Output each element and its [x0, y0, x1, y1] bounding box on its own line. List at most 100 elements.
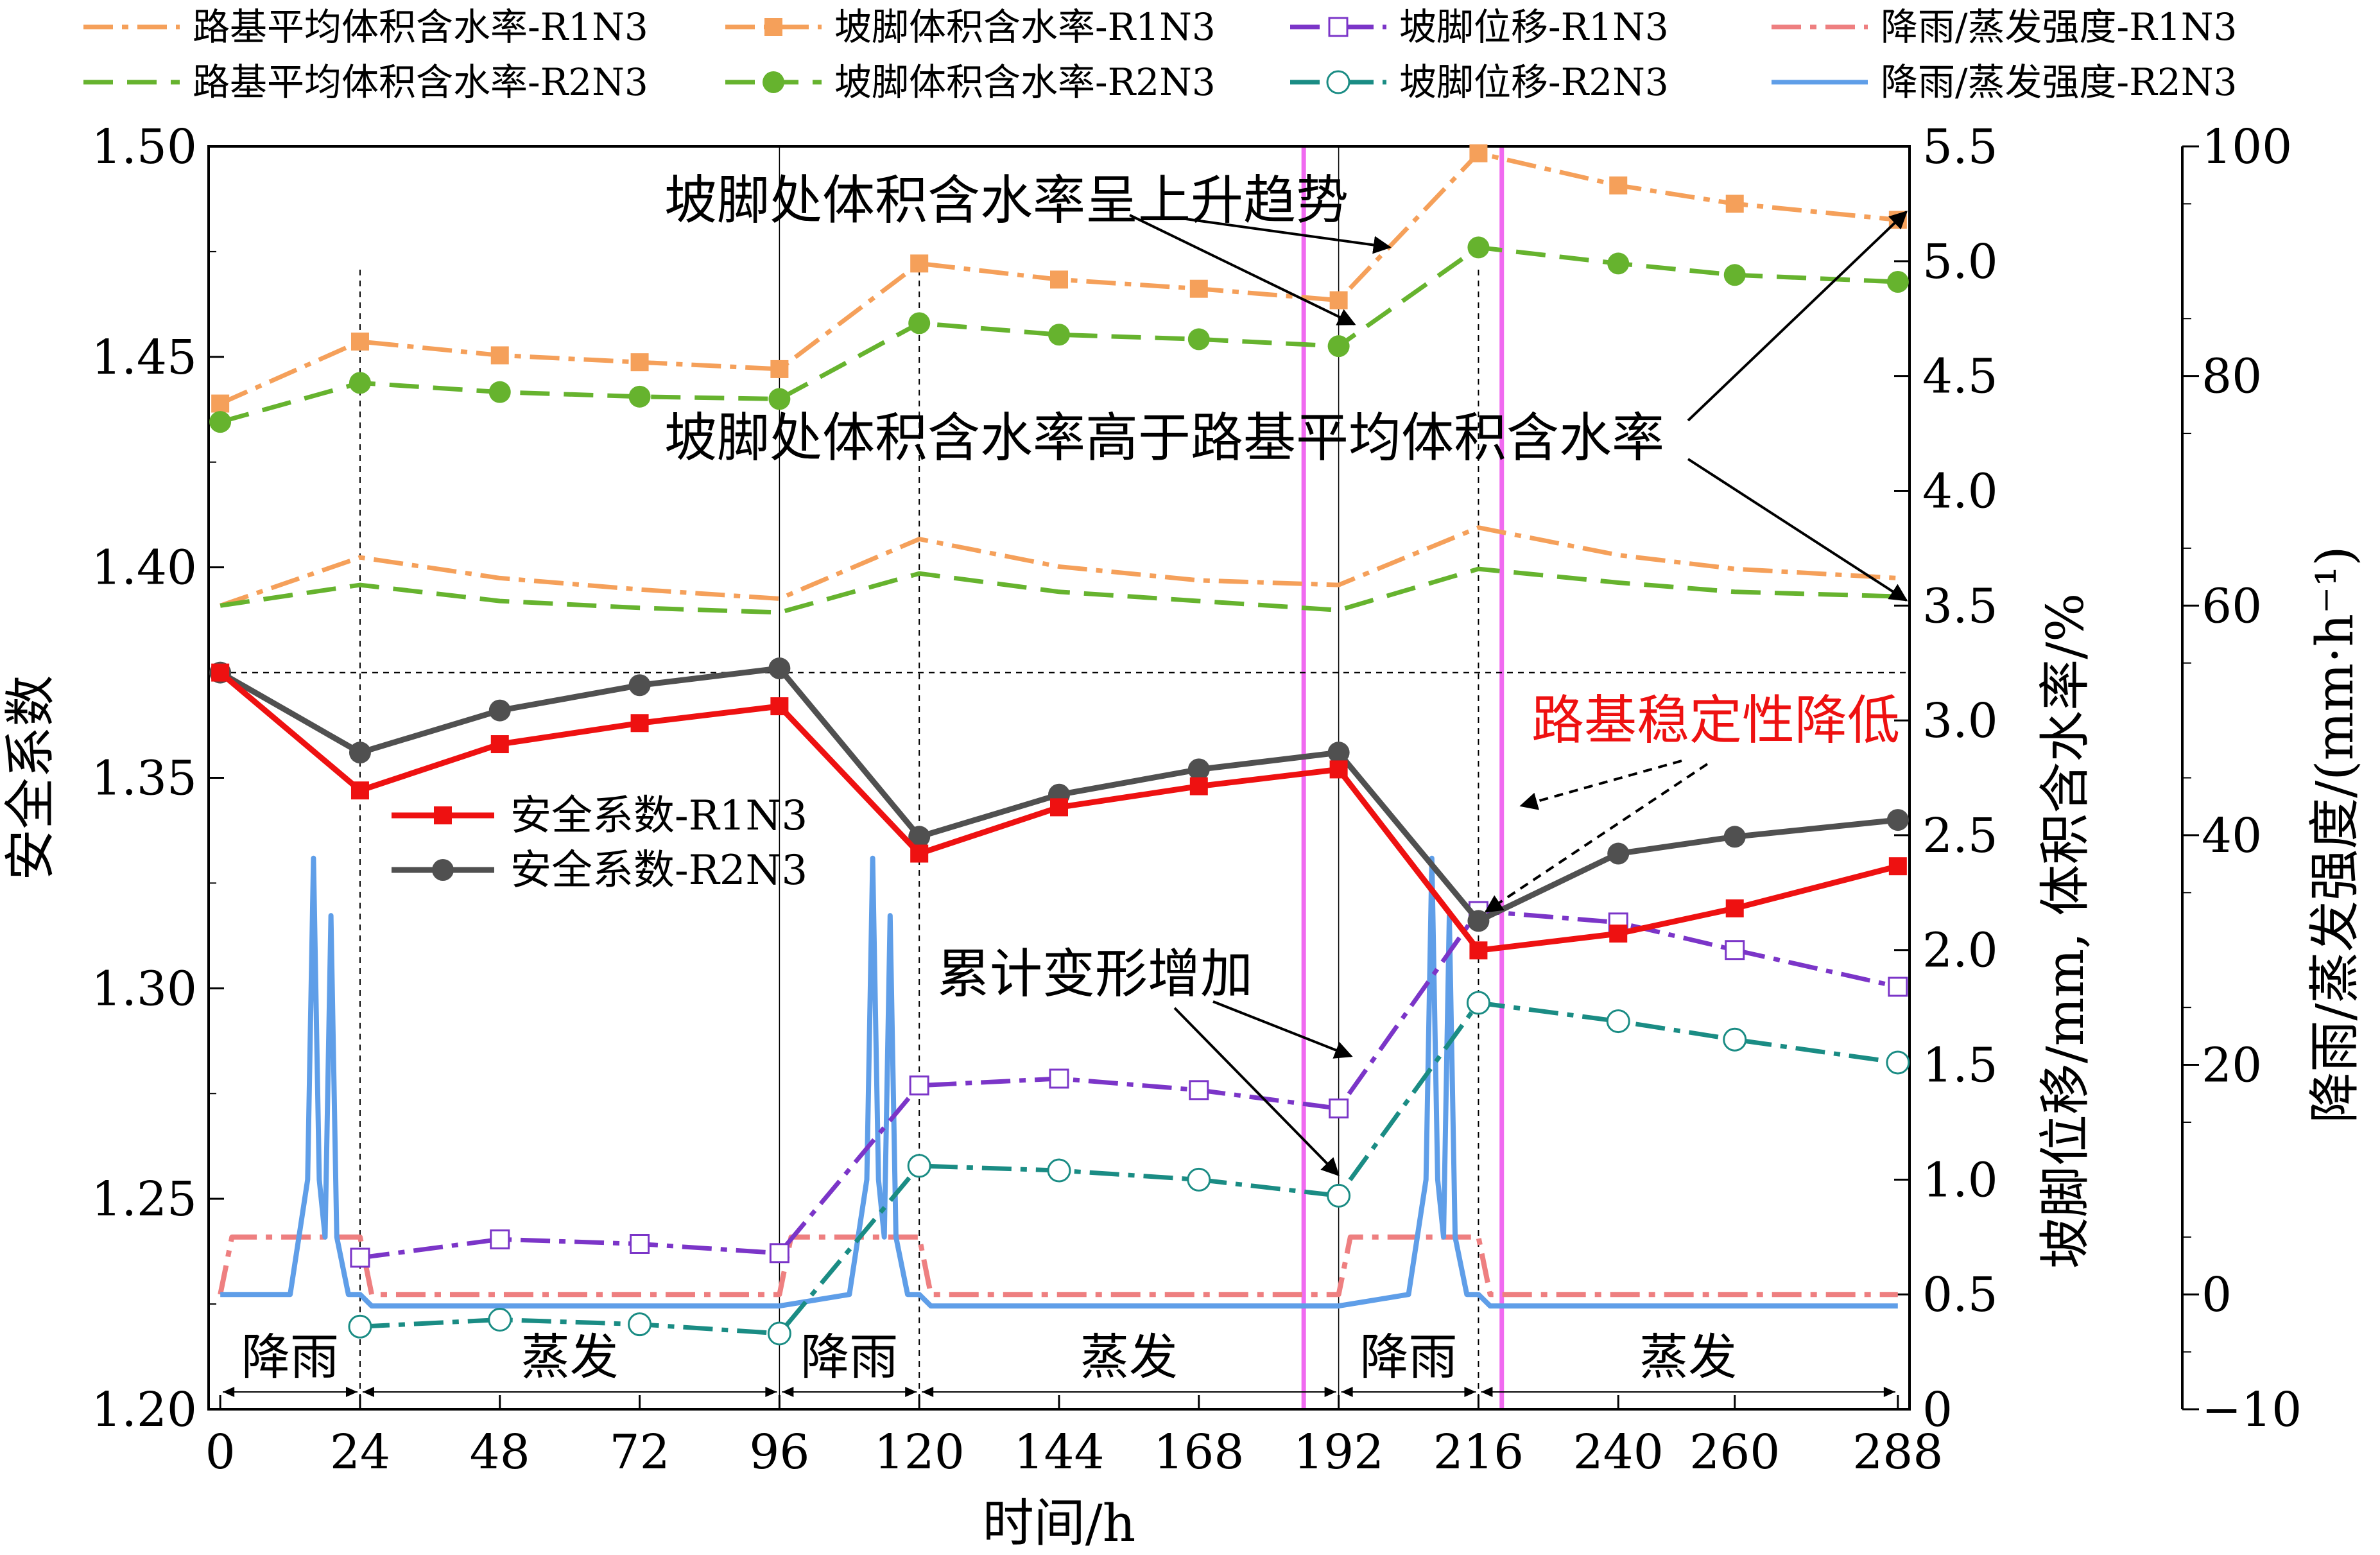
- data-point-open-circle: [1886, 1050, 1910, 1075]
- y-right1-tick-label: 1.5: [1922, 1038, 1998, 1093]
- phase-arrow-right: [905, 1387, 917, 1397]
- data-point-circle: [1048, 324, 1070, 346]
- data-point-square: [630, 714, 649, 733]
- phase-label: 蒸发: [1080, 1328, 1178, 1386]
- data-point-square: [1189, 777, 1208, 795]
- series-0: [220, 525, 1898, 608]
- series-line: [359, 1000, 1899, 1336]
- x-tick-label: 192: [1293, 1425, 1384, 1480]
- phase-arrow-right: [1324, 1387, 1336, 1397]
- y-right1-tick-label: 2.5: [1922, 808, 1998, 864]
- data-point-open-circle: [1327, 1183, 1351, 1208]
- phase-3: 蒸发: [922, 1328, 1336, 1397]
- data-point-square: [1469, 144, 1488, 162]
- chart-legend: 路基平均体积含水率-R1N3 坡脚体积含水率-R1N3 坡脚位移-R1N3 降雨/蒸发…: [83, 5, 2237, 894]
- annotation-arrow-dashed: [1484, 763, 1709, 913]
- annotation-arrow: [1687, 458, 1908, 602]
- legend-label: 路基平均体积含水率-R1N3: [193, 5, 648, 49]
- data-point-circle: [1327, 335, 1350, 358]
- data-point-square: [1725, 195, 1744, 213]
- y-right2-tick-label: −10: [2202, 1382, 2302, 1438]
- x-tick-label: 240: [1573, 1425, 1664, 1480]
- x-tick-label: 144: [1013, 1425, 1104, 1480]
- phase-label: 蒸发: [1639, 1328, 1737, 1386]
- phase-arrow-right: [765, 1387, 777, 1397]
- phase-arrow-left: [362, 1387, 374, 1397]
- phase-arrow-right: [345, 1387, 358, 1397]
- data-point-circle: [349, 742, 371, 764]
- data-point-open-circle: [1187, 1167, 1211, 1192]
- legend-item-fos: 安全系数-R1N3: [392, 792, 807, 840]
- series-line: [220, 855, 1898, 1309]
- phase-4: 降雨: [1341, 1328, 1476, 1397]
- data-point-circle: [1607, 842, 1630, 865]
- y-right1-axis-title: 坡脚位移/mm, 体积含水率/%: [2035, 593, 2095, 1269]
- annotation-water-content-rising: 坡脚处体积含水率呈上升趋势: [664, 170, 1349, 231]
- data-point-square: [1329, 760, 1348, 779]
- data-point-square: [1189, 279, 1208, 298]
- legend-label: 坡脚位移-R1N3: [1399, 5, 1669, 49]
- data-point-circle: [209, 411, 232, 433]
- data-point-square: [1888, 857, 1907, 876]
- data-point-square: [1725, 899, 1744, 917]
- legend-label: 降雨/蒸发强度-R1N3: [1881, 5, 2237, 49]
- annotation-arrow: [1180, 217, 1392, 254]
- x-tick-label: 260: [1689, 1425, 1780, 1480]
- y-right2-tick-label: 40: [2202, 808, 2262, 864]
- data-point-circle: [1187, 328, 1210, 351]
- y-left-tick-label: 1.20: [91, 1382, 197, 1438]
- series-4: [220, 566, 1898, 615]
- annotation-arrow: [1687, 211, 1908, 422]
- data-point-circle: [488, 381, 511, 403]
- phase-5: 蒸发: [1481, 1328, 1895, 1397]
- phase-arrow-left: [782, 1387, 794, 1397]
- annotation-arrow-dashed: [1519, 760, 1682, 810]
- annotation-stability-decrease: 路基稳定性降低: [1531, 690, 1900, 751]
- y-right1-tick-label: 0: [1922, 1382, 1953, 1438]
- data-point-open-circle: [1466, 991, 1490, 1015]
- data-point-square: [770, 360, 789, 378]
- data-point-circle: [908, 312, 931, 334]
- data-point-open-circle: [1326, 70, 1350, 94]
- y-left-tick-label: 1.35: [91, 751, 197, 806]
- data-point-square: [1329, 291, 1348, 309]
- data-point-circle: [1886, 809, 1909, 831]
- series-8: [211, 663, 1907, 960]
- legend-label: 安全系数-R1N3: [510, 792, 807, 840]
- data-point-circle: [1723, 264, 1746, 286]
- data-point-square: [350, 781, 369, 800]
- data-point-open-square: [350, 1247, 370, 1268]
- phase-arrow-right: [1464, 1387, 1476, 1397]
- phase-label: 蒸发: [521, 1328, 619, 1386]
- legend-label: 坡脚位移-R2N3: [1399, 60, 1669, 104]
- data-point-open-circle: [628, 1312, 652, 1337]
- annotation-arrow: [1173, 1007, 1340, 1176]
- legend-label: 安全系数-R2N3: [510, 847, 807, 894]
- legend-item: 路基平均体积含水率-R2N3: [83, 60, 648, 104]
- data-point-square: [211, 394, 230, 413]
- y-right1-tick-label: 5.0: [1922, 234, 1998, 290]
- legend-item: 降雨/蒸发强度-R1N3: [1772, 5, 2237, 49]
- series-5: [209, 236, 1909, 433]
- data-point-square: [770, 697, 789, 716]
- data-point-open-square: [1888, 977, 1908, 997]
- y-left-tick-label: 1.45: [91, 330, 197, 385]
- phase-label: 降雨: [800, 1328, 898, 1386]
- data-point-circle: [763, 71, 784, 93]
- legend-label: 坡脚体积含水率-R1N3: [834, 5, 1216, 49]
- y-right1-tick-label: 4.5: [1922, 349, 1998, 404]
- data-point-square: [910, 844, 929, 863]
- data-point-circle: [1327, 742, 1350, 764]
- annotation-deformation-increase: 累计变形增加: [937, 944, 1253, 1005]
- data-point-open-square: [1189, 1080, 1209, 1100]
- series-line: [220, 566, 1898, 615]
- data-point-open-square: [1725, 940, 1745, 960]
- data-point-open-square: [1329, 1098, 1349, 1118]
- x-axis-title: 时间/h: [983, 1493, 1135, 1553]
- y-right2-axis-title: 降雨/蒸发强度/(mm·h⁻¹): [2305, 546, 2365, 1123]
- y-right1-tick-label: 0.5: [1922, 1267, 1998, 1323]
- x-tick-label: 288: [1852, 1425, 1943, 1480]
- data-point-circle: [349, 372, 371, 394]
- chart-static-layer: 0 24 48 72 96 120 144 168 192 216 240 260 288 时间/h 1.2…: [1, 119, 2365, 1553]
